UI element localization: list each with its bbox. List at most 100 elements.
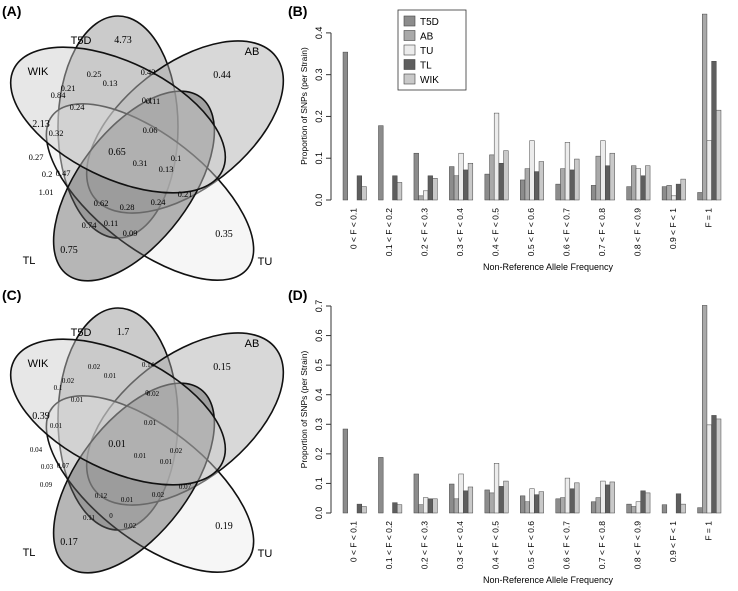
bar-t5d (661, 186, 668, 201)
bar-tu (423, 497, 429, 514)
venn-set-label-tl: TL (23, 547, 36, 559)
venn-region-value: 0.24 (151, 197, 167, 207)
venn-set-label-ab: AB (245, 338, 260, 350)
x-tick-label: 0.6 < F < 0.7 (561, 208, 571, 256)
bar-t5d (342, 428, 348, 514)
bar-wik (361, 186, 367, 201)
venn-region-value: 0.02 (124, 522, 137, 530)
venn-region-value: 0.75 (60, 245, 78, 256)
venn-set-label-tl: TL (23, 255, 36, 267)
bar-t5d (697, 507, 703, 514)
bar-wik (538, 491, 544, 514)
venn-region-value: 0.2 (42, 169, 53, 179)
venn-ellipse-ab (85, 40, 285, 214)
bar-tl (356, 175, 362, 201)
venn-region-value: 0.31 (133, 158, 148, 168)
bar-t5d (555, 183, 561, 201)
bar-ab (418, 195, 424, 201)
venn-region-value: 0.07 (179, 483, 192, 491)
bar-tl (463, 490, 469, 514)
x-tick-label: 0.2 < F < 0.3 (420, 521, 430, 569)
bar-ab (418, 504, 424, 514)
bar-wik (574, 482, 580, 514)
venn-region-value: 0.01 (160, 458, 173, 466)
bar-ab (453, 498, 460, 514)
venn-region-value: 0.44 (213, 70, 231, 81)
bar-t5d (555, 498, 561, 514)
bar-tl (534, 494, 540, 514)
bar-t5d (484, 173, 490, 201)
y-tick-label: 0.4 (314, 388, 324, 401)
legend-label-ab: AB (420, 32, 434, 43)
venn-region-value: 1.01 (39, 187, 54, 197)
y-tick-label: 0.2 (314, 448, 324, 461)
bar-tu (493, 463, 500, 514)
x-tick-label: 0.1 < F < 0.2 (384, 521, 394, 569)
venn-ellipse-ab (85, 332, 285, 506)
venn-region-value: 0.1 (54, 384, 63, 392)
venn-region-value: 0.11 (83, 514, 95, 522)
venn-set-label-tu: TU (258, 548, 273, 560)
bar-t5d (484, 489, 490, 514)
bar-tl (427, 175, 433, 201)
venn-region-value: 0.01 (104, 372, 117, 380)
bar-tl (498, 162, 504, 201)
bar-t5d (413, 152, 419, 201)
venn-region-value: 0.1 (142, 95, 153, 105)
venn-region-value: 0.02 (147, 390, 160, 398)
bar-tl (356, 503, 362, 514)
bar-t5d (449, 483, 455, 514)
venn-region-value: 0.14 (142, 361, 155, 369)
venn-region-value: 0.13 (103, 78, 118, 88)
venn-region-value: 1.7 (117, 327, 130, 338)
panel-a-label: (A) (2, 3, 21, 19)
bar-tu (493, 112, 500, 201)
bar-t5d (661, 504, 668, 514)
venn-region-value: 4.73 (114, 35, 132, 46)
venn-region-value: 0.32 (49, 128, 64, 138)
venn-region-value: 0.43 (141, 67, 156, 77)
venn-region-value: 0.01 (71, 396, 84, 404)
x-tick-label: 0 < F < 0.1 (349, 208, 359, 249)
venn-ellipse-tl (52, 382, 216, 574)
bar-tu (529, 488, 535, 514)
bar-wik (503, 480, 509, 514)
y-tick-label: 0.3 (314, 68, 324, 81)
venn-region-value: 0.02 (152, 491, 165, 499)
x-tick-label: F = 1 (703, 208, 713, 228)
venn-region-value: 0.12 (95, 492, 108, 500)
bar-tu (423, 190, 429, 201)
venn-region-value: 0.84 (51, 90, 67, 100)
legend-swatch-t5d (403, 15, 416, 27)
bar-t5d (626, 503, 632, 514)
x-tick-label: 0.1 < F < 0.2 (384, 208, 394, 256)
bar-ab (560, 497, 566, 514)
bar-tl (640, 490, 646, 514)
y-tick-label: 0.4 (314, 27, 324, 40)
bar-tl (569, 169, 575, 201)
panel-b-label: (B) (288, 3, 307, 19)
venn-region-value: 0.74 (82, 220, 98, 230)
x-tick-label: 0.9 < F < 1 (668, 208, 678, 249)
venn-region-value: 0.07 (57, 462, 70, 470)
legend-swatch-ab (403, 30, 416, 41)
venn-diagram-c: T5D AB TU TL WIK 1.7 0.15 0.39 0.17 0.19 0.02 0.14 0… (9, 307, 285, 574)
legend-label-wik: WIK (420, 75, 439, 86)
bar-wik (645, 492, 651, 514)
venn-ellipse-wik (9, 46, 227, 194)
x-tick-label: 0.3 < F < 0.4 (455, 208, 465, 256)
venn-region-value: 0.01 (121, 496, 134, 504)
venn-set-label-tu: TU (258, 256, 273, 268)
venn-region-value: 0.24 (70, 102, 86, 112)
legend-label-tl: TL (420, 61, 432, 72)
bar-t5d (590, 501, 597, 514)
x-tick-label: 0.6 < F < 0.7 (561, 521, 571, 569)
bar-tl (711, 61, 717, 201)
y-tick-label: 0.0 (314, 507, 324, 520)
venn-set-label-wik: WIK (28, 66, 49, 78)
bar-ab (489, 492, 495, 514)
venn-region-value: 0 (145, 389, 149, 397)
bar-wik (432, 178, 438, 201)
venn-set-label-t5d: T5D (71, 327, 92, 339)
